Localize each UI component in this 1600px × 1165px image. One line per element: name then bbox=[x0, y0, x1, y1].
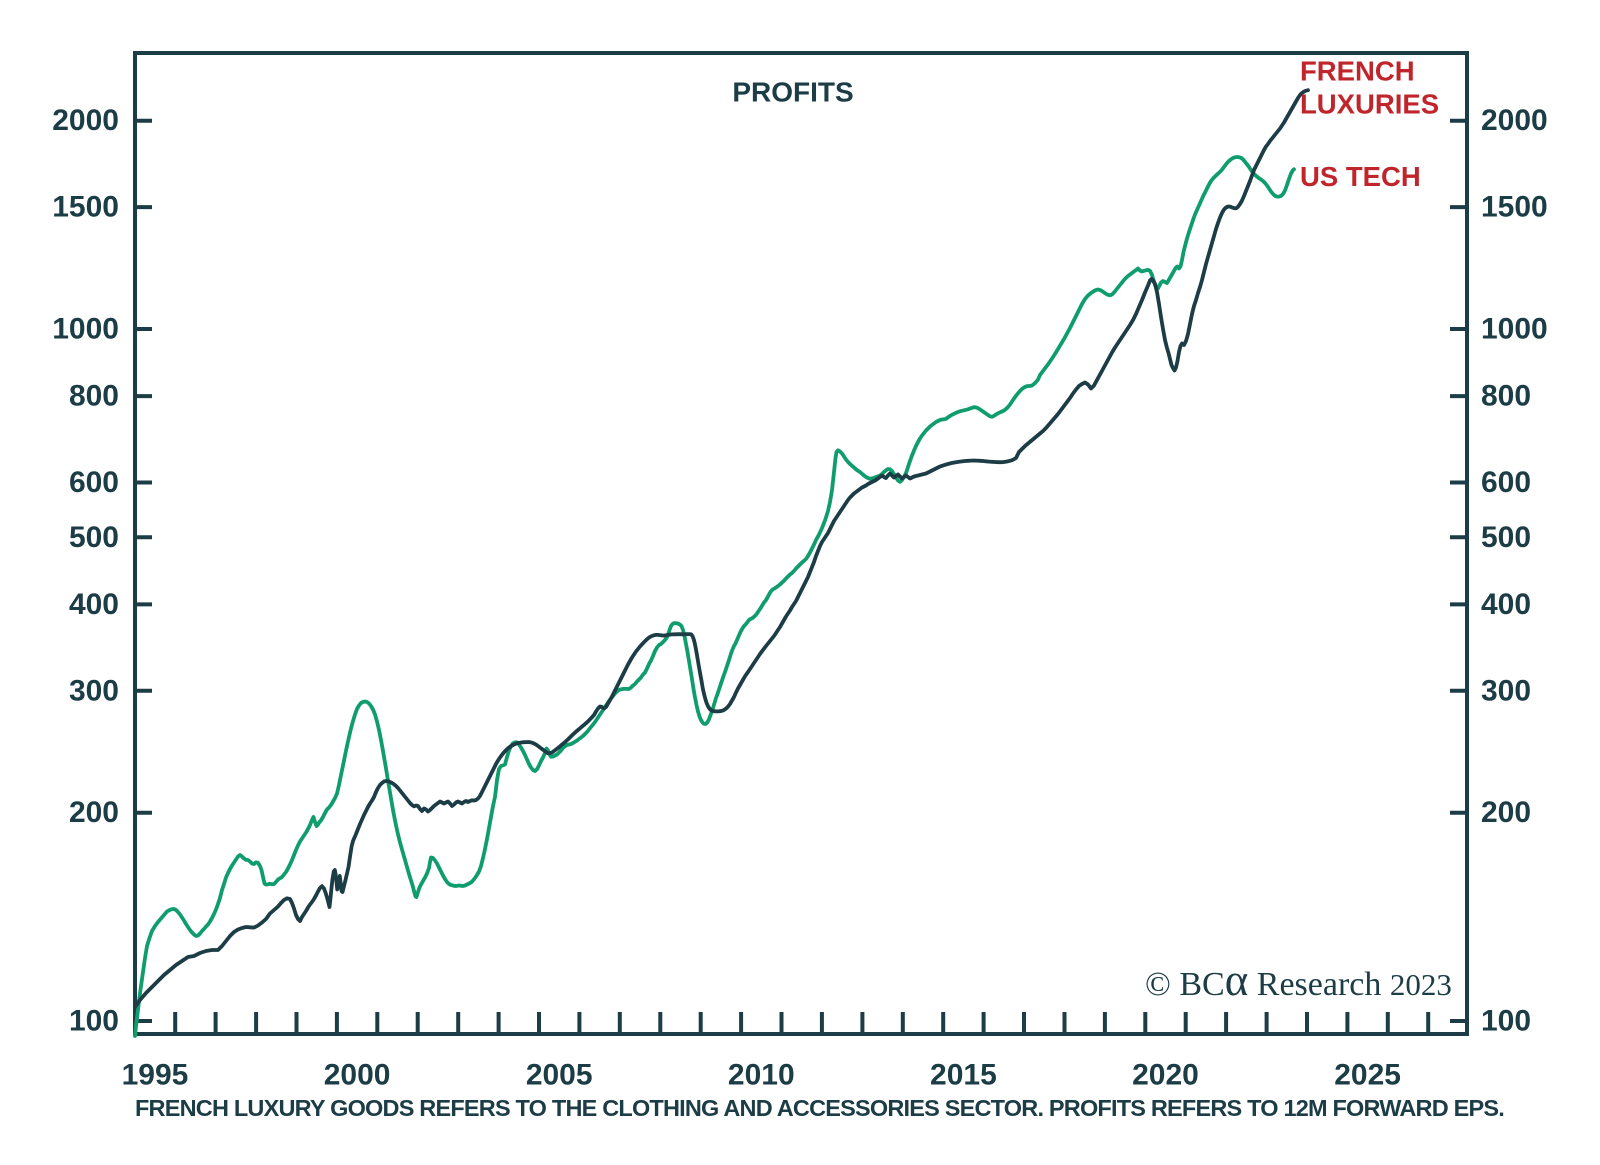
svg-text:2015: 2015 bbox=[930, 1059, 997, 1092]
svg-text:1500: 1500 bbox=[1481, 191, 1548, 224]
svg-text:500: 500 bbox=[69, 521, 119, 554]
svg-text:100: 100 bbox=[1481, 1005, 1531, 1038]
svg-text:1995: 1995 bbox=[122, 1059, 189, 1092]
svg-text:600: 600 bbox=[1481, 466, 1531, 499]
svg-text:FRENCH LUXURY GOODS REFERS TO: FRENCH LUXURY GOODS REFERS TO THE CLOTHI… bbox=[135, 1095, 1504, 1121]
svg-text:2000: 2000 bbox=[1481, 104, 1548, 137]
svg-text:100: 100 bbox=[69, 1005, 119, 1038]
svg-text:400: 400 bbox=[1481, 588, 1531, 621]
svg-text:1000: 1000 bbox=[1481, 313, 1548, 346]
svg-text:2020: 2020 bbox=[1132, 1059, 1199, 1092]
svg-text:PROFITS: PROFITS bbox=[732, 77, 853, 108]
svg-text:2000: 2000 bbox=[324, 1059, 391, 1092]
svg-text:600: 600 bbox=[69, 466, 119, 499]
svg-text:400: 400 bbox=[69, 588, 119, 621]
svg-text:2010: 2010 bbox=[728, 1059, 795, 1092]
svg-text:US TECH: US TECH bbox=[1300, 161, 1421, 192]
svg-text:300: 300 bbox=[1481, 674, 1531, 707]
svg-text:300: 300 bbox=[69, 674, 119, 707]
svg-text:FRENCH: FRENCH bbox=[1300, 56, 1415, 87]
svg-text:1500: 1500 bbox=[52, 191, 119, 224]
svg-text:800: 800 bbox=[1481, 380, 1531, 413]
svg-text:2000: 2000 bbox=[52, 104, 119, 137]
svg-text:LUXURIES: LUXURIES bbox=[1300, 89, 1439, 120]
svg-text:500: 500 bbox=[1481, 521, 1531, 554]
svg-text:2025: 2025 bbox=[1334, 1059, 1401, 1092]
svg-text:200: 200 bbox=[69, 796, 119, 829]
svg-text:1000: 1000 bbox=[52, 313, 119, 346]
svg-text:2005: 2005 bbox=[526, 1059, 593, 1092]
svg-text:800: 800 bbox=[69, 380, 119, 413]
svg-text:200: 200 bbox=[1481, 796, 1531, 829]
